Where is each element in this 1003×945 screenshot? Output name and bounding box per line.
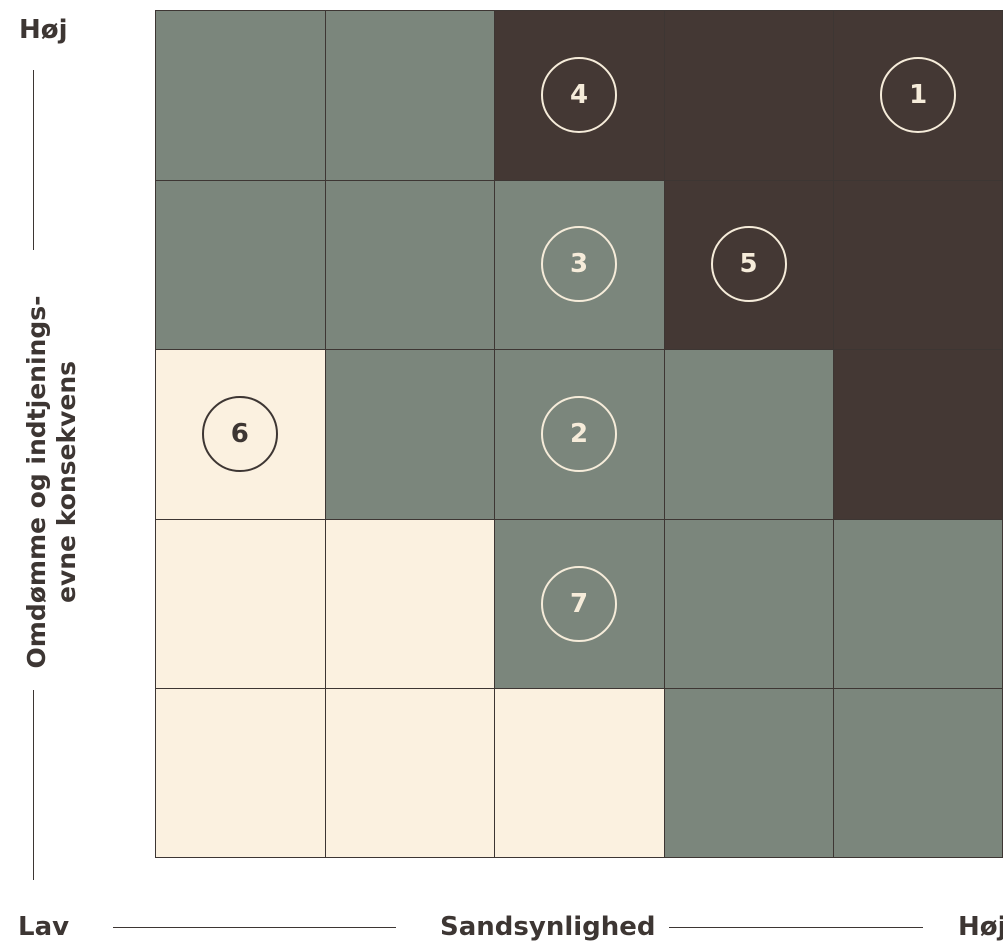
grid-line-horizontal: [155, 349, 1003, 351]
matrix-cell-cream: [494, 688, 664, 858]
y-axis-title-line-1: Omdømme og indtjenings-: [22, 295, 51, 669]
x-axis-high-label: Høj: [958, 912, 1003, 942]
x-axis-line-right: [669, 927, 923, 928]
grid-line-horizontal: [155, 688, 1003, 690]
matrix-cell-cream: [324, 518, 495, 689]
x-axis-low-label: Lav: [18, 912, 70, 942]
matrix-cell-grey: [324, 179, 495, 350]
grid-line-vertical: [494, 10, 496, 858]
matrix-cell-cream: [324, 688, 495, 858]
grid-line-horizontal: [155, 518, 1003, 520]
matrix-cell-dark: [833, 179, 1003, 350]
matrix-cell-cream: [155, 518, 325, 689]
risk-matrix-grid: 1 2 3 4 5 6 7: [155, 10, 1003, 858]
matrix-cell-dark: [663, 10, 834, 180]
grid-line-horizontal: [155, 857, 1003, 858]
matrix-cell-cream: [155, 688, 325, 858]
risk-marker-7: 7: [541, 565, 617, 642]
matrix-cell-grey: [155, 179, 325, 350]
matrix-cell-grey: [833, 518, 1003, 689]
risk-marker-1: 1: [880, 56, 957, 133]
grid-line-horizontal: [155, 179, 1003, 181]
risk-marker-4: 4: [541, 56, 617, 133]
y-axis-high-label: Høj: [19, 15, 68, 45]
y-axis-line-top: [33, 70, 34, 250]
y-axis-line-bottom: [33, 690, 34, 880]
grid-line-vertical: [155, 10, 156, 858]
matrix-cell-dark: [833, 349, 1003, 519]
matrix-cell-grey: [663, 518, 834, 689]
risk-marker-5: 5: [710, 226, 787, 303]
grid-line-vertical: [663, 10, 665, 858]
matrix-cell-grey: [663, 688, 834, 858]
grid-line-vertical: [324, 10, 326, 858]
matrix-cell-grey: [324, 10, 495, 180]
matrix-cell-grey: [324, 349, 495, 519]
y-axis-title-line-2: evne konsekvens: [52, 360, 81, 604]
x-axis-title: Sandsynlighed: [440, 912, 656, 942]
y-axis-title: Omdømme og indtjenings- evne konsekvens: [22, 296, 82, 669]
risk-marker-2: 2: [541, 396, 617, 472]
matrix-cell-grey: [663, 349, 834, 519]
x-axis-line-left: [113, 927, 396, 928]
risk-marker-3: 3: [541, 226, 617, 303]
grid-line-vertical: [833, 10, 835, 858]
matrix-cell-grey: [833, 688, 1003, 858]
grid-line-horizontal: [155, 10, 1003, 11]
matrix-cell-grey: [155, 10, 325, 180]
risk-marker-6: 6: [201, 396, 278, 472]
